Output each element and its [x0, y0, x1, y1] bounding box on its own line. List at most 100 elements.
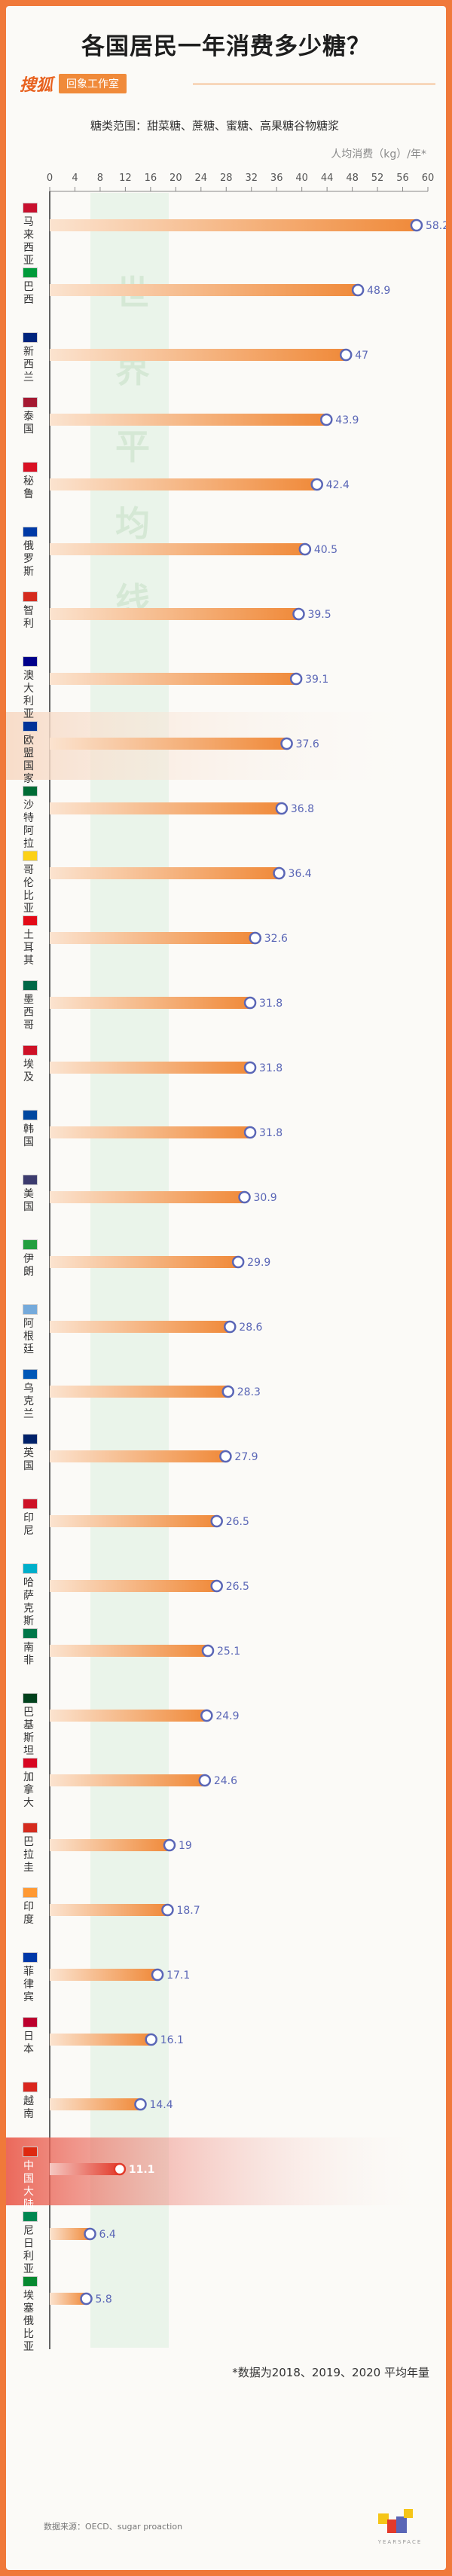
value-label: 31.8 — [259, 998, 282, 1010]
value-label: 6.4 — [99, 2229, 116, 2241]
x-tick-label: 44 — [321, 173, 334, 184]
bar — [50, 1710, 207, 1722]
value-label: 29.9 — [247, 1257, 270, 1269]
category-label: 秘鲁 — [23, 475, 34, 500]
bar-end-dot — [280, 737, 293, 750]
value-label: 47 — [355, 350, 368, 362]
bar-end-dot — [310, 478, 323, 491]
value-label: 25.1 — [217, 1646, 240, 1658]
flag-icon — [23, 1499, 38, 1509]
category-label: 加拿大 — [23, 1771, 34, 1809]
bar-end-dot — [219, 1450, 232, 1463]
flag-icon — [23, 2082, 38, 2092]
x-tick-label: 60 — [422, 173, 435, 184]
category-label: 伊朗 — [23, 1253, 34, 1278]
flag-icon — [23, 2017, 38, 2027]
value-label: 48.9 — [367, 285, 390, 297]
bar-end-dot — [351, 283, 365, 297]
value-label: 36.8 — [291, 803, 314, 815]
x-tick-label: 4 — [72, 173, 78, 184]
bar — [50, 2034, 151, 2046]
value-label: 24.9 — [215, 1710, 239, 1722]
value-label: 58.2 — [426, 220, 446, 232]
bar-end-dot — [320, 413, 333, 426]
bar-end-dot — [243, 996, 257, 1010]
sugar-scope-note: 糖类范围：甜菜糖、蔗糖、蜜糖、高果糖谷物糖浆 — [90, 119, 340, 133]
flag-icon — [23, 1434, 38, 1444]
x-tick-label: 52 — [371, 173, 384, 184]
bar-end-dot — [298, 542, 312, 556]
value-label: 31.8 — [259, 1062, 282, 1074]
flag-icon — [23, 1304, 38, 1315]
category-label: 泰国 — [23, 411, 34, 435]
bar — [50, 932, 255, 944]
bar-end-dot — [161, 1903, 174, 1917]
category-label: 土耳其 — [23, 929, 34, 967]
flag-icon — [23, 527, 38, 537]
category-label: 乌克兰 — [23, 1383, 34, 1420]
value-label: 14.4 — [149, 2099, 173, 2111]
x-tick-label: 36 — [270, 173, 283, 184]
category-label: 哈萨克斯坦 — [23, 1577, 34, 1640]
category-label: 墨西哥 — [23, 994, 34, 1031]
x-tick-label: 56 — [396, 173, 409, 184]
bar-end-dot — [113, 2162, 127, 2176]
category-label: 俄罗斯 — [23, 540, 34, 578]
bar-end-dot — [231, 1255, 245, 1269]
bar — [50, 349, 347, 361]
bar-end-dot — [249, 931, 262, 945]
value-label: 16.1 — [160, 2034, 184, 2046]
bar — [50, 1839, 170, 1851]
value-label: 31.8 — [259, 1127, 282, 1139]
flag-icon — [23, 1823, 38, 1833]
bar — [50, 2163, 120, 2175]
category-label: 巴基斯坦 — [23, 1707, 34, 1757]
category-label: 巴西 — [23, 281, 34, 306]
bar-end-dot — [163, 1838, 176, 1852]
value-label: 18.7 — [176, 1905, 200, 1917]
footnote: *数据为2018、2019、2020 平均年量 — [232, 2366, 429, 2379]
category-label: 美国 — [23, 1188, 34, 1213]
bar-end-dot — [243, 1061, 257, 1074]
value-label: 32.6 — [264, 933, 288, 945]
flag-icon — [23, 1952, 38, 1963]
bar — [50, 608, 299, 620]
bar-end-dot — [289, 672, 303, 686]
studio-tag: 回象工作室 — [59, 74, 127, 93]
value-label: 28.3 — [237, 1386, 261, 1398]
bar — [50, 1580, 217, 1592]
bar-end-dot — [238, 1190, 251, 1204]
value-label: 17.1 — [166, 1969, 190, 1982]
bar-end-dot — [410, 218, 423, 232]
flag-icon — [23, 267, 38, 278]
category-label: 巴拉圭 — [23, 1836, 34, 1874]
bar-end-dot — [84, 2227, 96, 2241]
category-label: 埃塞俄比亚 — [23, 2290, 34, 2353]
value-label: 5.8 — [96, 2293, 112, 2306]
bar-end-dot — [145, 2033, 157, 2046]
bar — [50, 867, 279, 879]
value-label: 28.6 — [239, 1322, 262, 1334]
x-tick-label: 32 — [245, 173, 258, 184]
flag-icon — [23, 1887, 38, 1898]
bar — [50, 2098, 141, 2110]
yearsplace-wordmark: YEARSPACE — [377, 2539, 423, 2545]
value-label: 43.9 — [335, 414, 359, 426]
bar-end-dot — [201, 1644, 215, 1658]
flag-icon — [23, 1563, 38, 1574]
category-label: 印尼 — [23, 1512, 34, 1537]
flag-icon — [23, 203, 38, 213]
flag-icon — [23, 2211, 38, 2222]
category-label: 韩国 — [23, 1123, 34, 1148]
bar-end-dot — [198, 1774, 212, 1787]
bar-end-dot — [221, 1385, 235, 1398]
bar — [50, 1386, 228, 1398]
flag-icon — [23, 721, 38, 732]
value-label: 27.9 — [234, 1451, 258, 1463]
bar — [50, 284, 359, 296]
category-label: 澳大利亚 — [23, 670, 34, 720]
bar — [50, 1450, 226, 1462]
flag-icon — [23, 2147, 38, 2157]
bar — [50, 478, 317, 490]
bar-end-dot — [210, 1579, 223, 1593]
